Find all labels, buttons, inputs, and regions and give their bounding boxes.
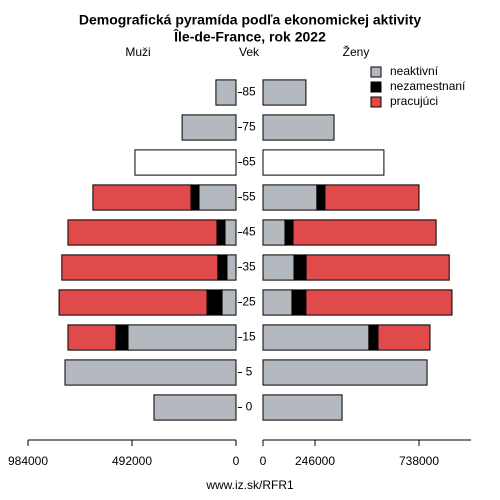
left-label: Muži <box>125 45 150 59</box>
bar <box>216 219 226 246</box>
bar <box>67 324 117 351</box>
bar <box>262 394 343 421</box>
bar <box>262 79 307 106</box>
bar <box>181 114 237 141</box>
bar <box>58 289 208 316</box>
legend-label: nezamestnaní <box>390 79 466 93</box>
bar <box>262 289 293 316</box>
legend-swatch <box>370 96 382 108</box>
bar <box>284 219 294 246</box>
bar <box>221 289 237 316</box>
chart-title: Demografická pyramída podľa ekonomickej … <box>79 12 422 28</box>
bar <box>316 184 326 211</box>
bar <box>262 324 370 351</box>
bar <box>217 254 228 281</box>
bar <box>226 254 237 281</box>
bar <box>61 254 219 281</box>
bar <box>262 359 428 386</box>
bar <box>206 289 223 316</box>
x-tick-label: 492000 <box>112 454 152 468</box>
age-label: 45 <box>242 225 256 239</box>
right-label: Ženy <box>343 44 370 59</box>
bar <box>262 254 295 281</box>
bar <box>64 359 237 386</box>
bar <box>292 219 437 246</box>
age-label: 35 <box>242 260 256 274</box>
bar <box>324 184 420 211</box>
bar <box>190 184 200 211</box>
legend-label: neaktivní <box>390 64 439 78</box>
bar <box>262 184 318 211</box>
age-label: 15 <box>242 330 256 344</box>
bar <box>92 184 192 211</box>
age-label: 85 <box>242 85 256 99</box>
bar <box>115 324 129 351</box>
age-label: 55 <box>242 190 256 204</box>
x-tick-label: 0 <box>260 454 267 468</box>
bar <box>291 289 307 316</box>
x-tick-label: 246000 <box>295 454 335 468</box>
legend-label: pracujúci <box>390 94 438 108</box>
bar <box>293 254 307 281</box>
age-label: 75 <box>242 120 256 134</box>
x-tick-label: 0 <box>233 454 240 468</box>
bar <box>198 184 237 211</box>
chart-subtitle: Île-de-France, rok 2022 <box>173 28 326 45</box>
bar <box>153 394 237 421</box>
bar <box>305 254 450 281</box>
bar <box>262 219 286 246</box>
bar <box>134 149 237 176</box>
x-tick-label: 738000 <box>399 454 439 468</box>
bar <box>262 114 335 141</box>
bar <box>67 219 218 246</box>
age-label: 65 <box>242 155 256 169</box>
source: www.iz.sk/RFR1 <box>205 478 294 492</box>
bar <box>215 79 237 106</box>
bar <box>305 289 453 316</box>
age-label: 5 <box>246 365 253 379</box>
bar <box>262 149 385 176</box>
bar <box>224 219 237 246</box>
age-label: 25 <box>242 295 256 309</box>
bar <box>377 324 431 351</box>
center-label: Vek <box>239 45 260 59</box>
x-tick-label: 984000 <box>8 454 48 468</box>
legend-swatch <box>370 66 382 78</box>
age-label: 0 <box>246 400 253 414</box>
bar <box>127 324 237 351</box>
legend-swatch <box>370 81 382 93</box>
bar <box>368 324 379 351</box>
